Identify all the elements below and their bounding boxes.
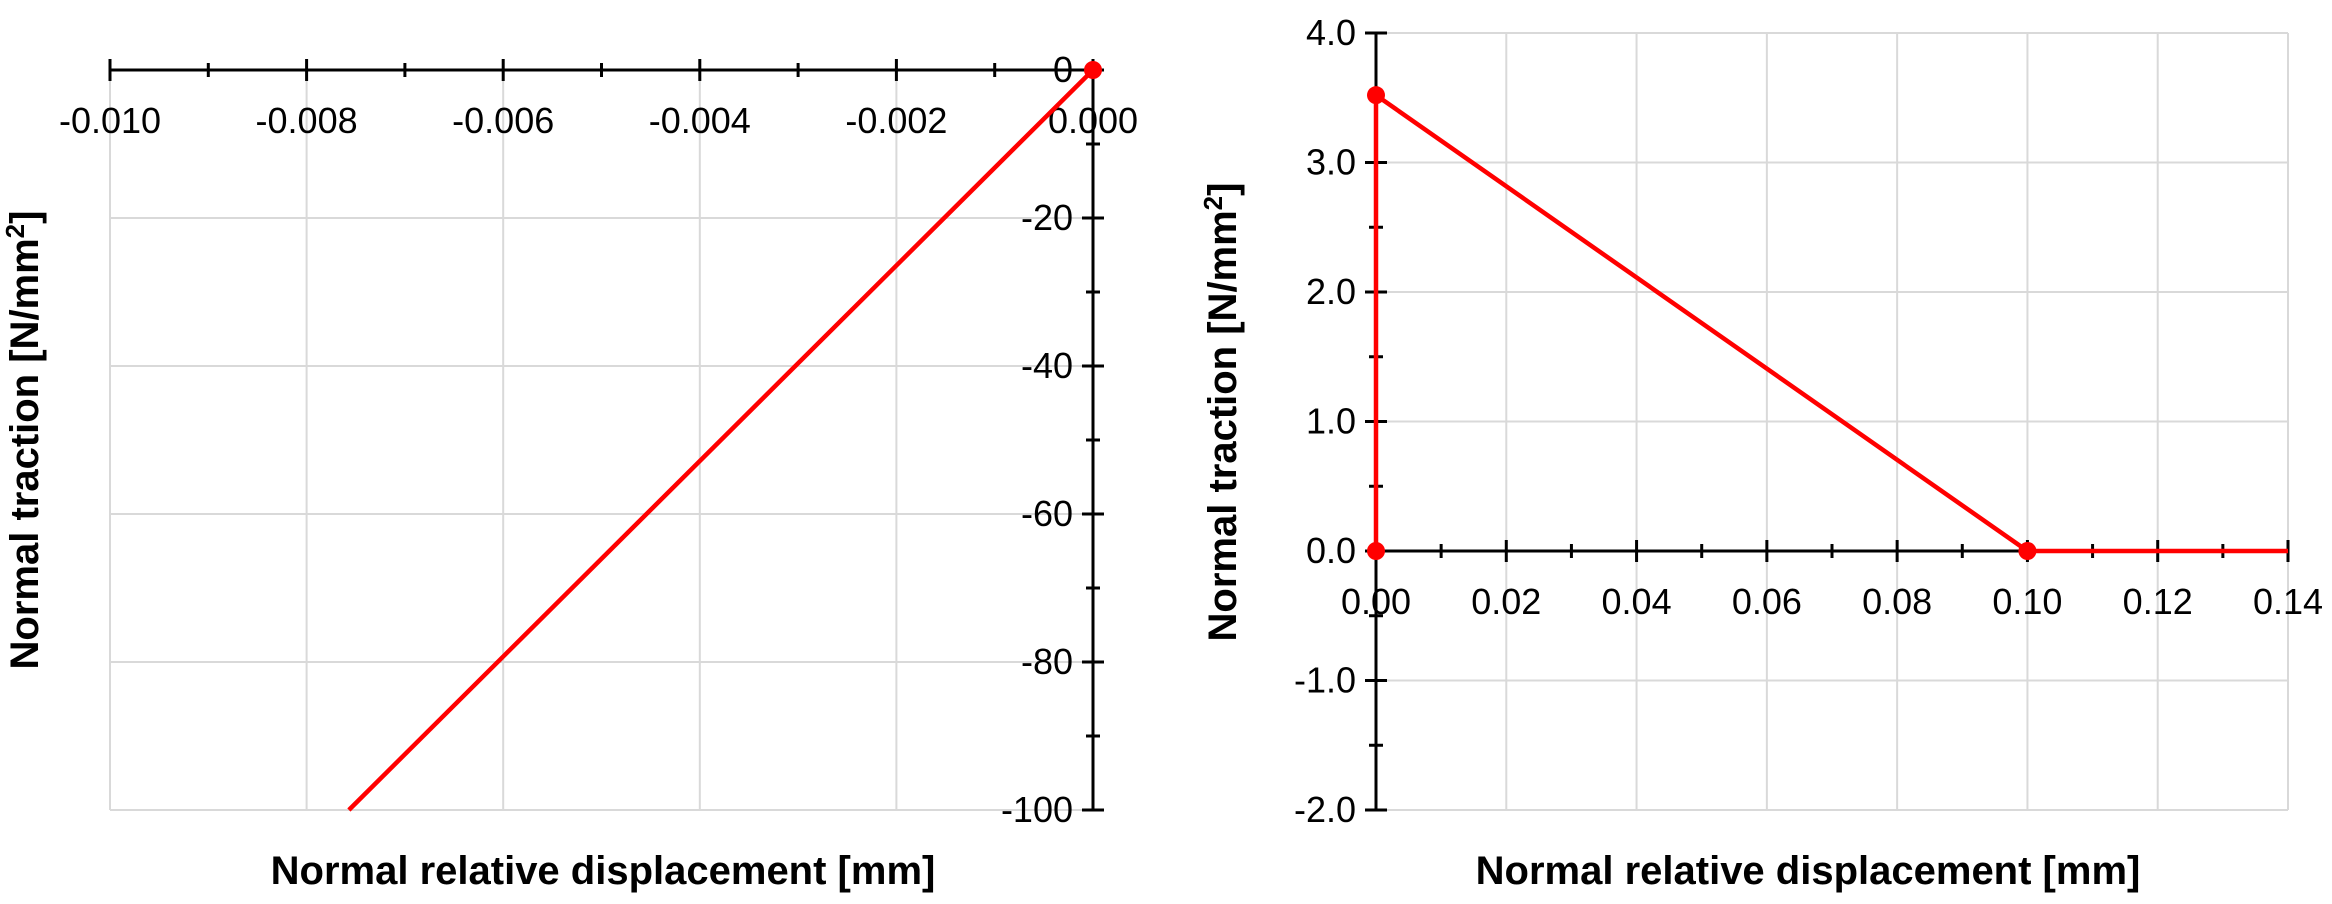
x-axis-label: Normal relative displacement [mm] xyxy=(271,849,936,893)
x-axis-label: Normal relative displacement [mm] xyxy=(1476,849,2141,893)
x-tick-label: -0.006 xyxy=(452,100,554,141)
data-series xyxy=(1367,86,2288,560)
x-tick-label: 0.08 xyxy=(1862,581,1932,622)
axes xyxy=(108,59,1104,812)
y-tick-label: -20 xyxy=(1021,197,1073,238)
y-tick-label: -2.0 xyxy=(1294,789,1356,830)
grid-lines xyxy=(109,69,1094,811)
data-point xyxy=(1367,86,1385,105)
x-tick-label: -0.010 xyxy=(59,100,161,141)
y-tick-label: 0.0 xyxy=(1306,530,1356,571)
y-tick-label: -40 xyxy=(1021,345,1073,386)
y-tick-labels: 4.0 3.0 2.0 1.0 0.0 -1.0 -2.0 xyxy=(1294,12,1356,830)
y-tick-label: 2.0 xyxy=(1306,271,1356,312)
y-axis-label: Normal traction [N/mm2] xyxy=(1198,183,1245,642)
x-tick-label: 0.06 xyxy=(1732,581,1802,622)
x-tick-label: -0.002 xyxy=(845,100,947,141)
y-tick-label: 1.0 xyxy=(1306,401,1356,442)
series-line xyxy=(1373,90,2288,554)
y-axis-label: Normal traction [N/mm2] xyxy=(0,211,47,670)
x-tick-label: -0.008 xyxy=(256,100,358,141)
x-tick-label: 0.00 xyxy=(1341,581,1411,622)
x-tick-label: 0.04 xyxy=(1602,581,1672,622)
y-tick-label: -1.0 xyxy=(1294,660,1356,701)
series-line xyxy=(347,68,1095,812)
x-tick-label: 0.12 xyxy=(2123,581,2193,622)
data-series xyxy=(347,61,1102,812)
x-tick-label: -0.004 xyxy=(649,100,751,141)
y-tick-label: 3.0 xyxy=(1306,142,1356,183)
x-tick-label: 0.02 xyxy=(1471,581,1541,622)
x-tick-label: 0.14 xyxy=(2253,581,2323,622)
y-tick-label: -60 xyxy=(1021,493,1073,534)
data-point xyxy=(1084,61,1102,79)
y-tick-labels: 0 -20 -40 -60 -80 -100 xyxy=(1001,49,1073,830)
x-tick-labels: -0.010 -0.008 -0.006 -0.004 -0.002 0.000 xyxy=(59,100,1138,141)
x-tick-label: 0.10 xyxy=(1992,581,2062,622)
data-point xyxy=(2018,542,2037,560)
grid-lines xyxy=(1375,32,2289,811)
data-point xyxy=(1367,542,1385,560)
y-tick-label: -80 xyxy=(1021,641,1073,682)
y-tick-label: 0 xyxy=(1053,49,1073,90)
chart-traction-separation: 0.00 0.02 0.04 0.06 0.08 0.10 0.12 0.14 4.0 3.0 2… xyxy=(1198,12,2323,893)
chart-compression: -0.010 -0.008 -0.006 -0.004 -0.002 0.000 0 -20… xyxy=(0,49,1138,893)
y-tick-label: -100 xyxy=(1001,789,1073,830)
x-tick-label: 0.000 xyxy=(1048,100,1138,141)
x-tick-labels: 0.00 0.02 0.04 0.06 0.08 0.10 0.12 0.14 xyxy=(1341,581,2323,622)
y-tick-label: 4.0 xyxy=(1306,12,1356,53)
